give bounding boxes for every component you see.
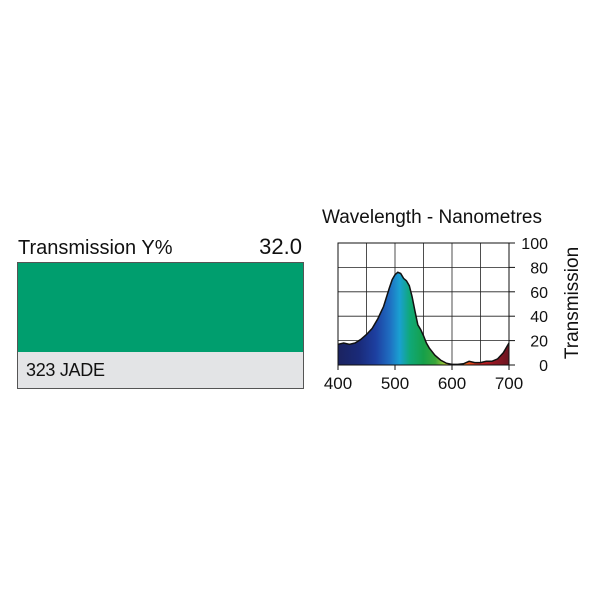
- color-swatch: [17, 262, 304, 353]
- plot-frame: [337, 242, 510, 366]
- series-line: [337, 271, 510, 366]
- y-axis-label: Transmission: [562, 247, 583, 359]
- filter-name-box: 323 JADE: [17, 352, 304, 389]
- series-area: [338, 272, 509, 365]
- transmission-chart: Wavelength - Nanometres 0 20 40 60 80 100 400…: [322, 207, 583, 393]
- transmission-value: 32.0: [259, 234, 302, 259]
- filter-name: 323 JADE: [26, 360, 105, 380]
- chart-title: Wavelength - Nanometres: [322, 207, 542, 228]
- x-tick-label: 400: [324, 374, 352, 393]
- x-tick-label: 700: [495, 374, 523, 393]
- y-tick-label: 60: [530, 285, 548, 302]
- y-tick-label: 80: [530, 260, 548, 277]
- x-tick-label: 500: [381, 374, 409, 393]
- transmission-label: Transmission Y%: [18, 237, 173, 259]
- y-tick-label: 0: [539, 358, 548, 375]
- y-axis: 0 20 40 60 80 100: [509, 236, 548, 375]
- x-axis: 400 500 600 700: [324, 365, 523, 393]
- x-tick-label: 600: [438, 374, 466, 393]
- y-tick-label: 100: [521, 236, 548, 253]
- y-tick-label: 20: [530, 334, 548, 351]
- y-tick-label: 40: [530, 309, 548, 326]
